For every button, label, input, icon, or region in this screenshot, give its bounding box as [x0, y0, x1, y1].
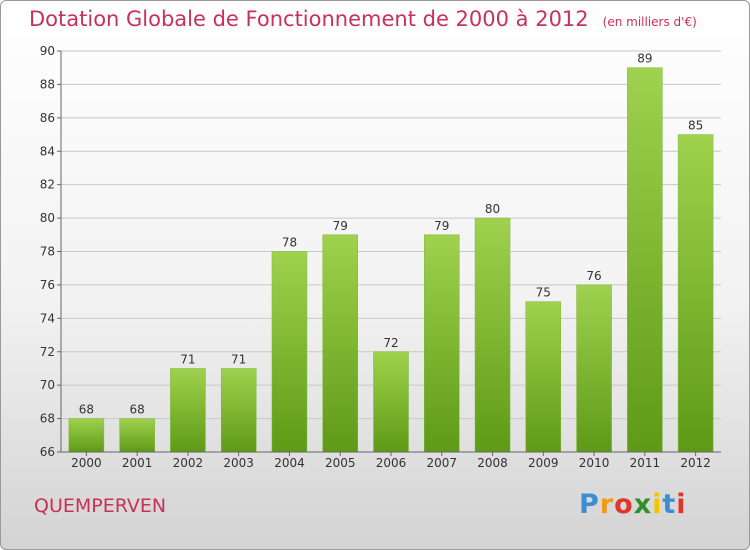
bar-2006	[373, 351, 409, 453]
x-tick-label: 2000	[71, 456, 102, 470]
x-tick-label: 2010	[579, 456, 610, 470]
bar-2011	[627, 67, 663, 453]
logo-letter: o	[614, 489, 634, 520]
logo-letter: i	[676, 489, 687, 520]
logo-letter: r	[599, 489, 615, 520]
y-tick-label: 80	[40, 211, 55, 225]
x-tick-label: 2007	[426, 456, 457, 470]
y-tick-label: 84	[40, 144, 55, 158]
y-tick-label: 86	[40, 111, 55, 125]
chart-title: Dotation Globale de Fonctionnement de 20…	[29, 7, 697, 31]
x-tick-label: 2011	[630, 456, 661, 470]
value-label: 80	[485, 202, 500, 216]
y-tick-label: 74	[40, 311, 55, 325]
value-label: 76	[586, 269, 601, 283]
proxiti-logo[interactable]: Proxiti	[579, 489, 687, 520]
bar-2012	[677, 134, 714, 453]
x-tick-label: 2012	[680, 456, 711, 470]
value-label: 89	[637, 52, 652, 66]
commune-name: QUEMPERVEN	[34, 495, 167, 517]
bar-2000	[68, 418, 105, 453]
title-text: Dotation Globale de Fonctionnement de 20…	[29, 7, 589, 31]
value-label: 79	[333, 219, 348, 233]
bar-2010	[576, 284, 612, 453]
bar-chart: 68 68 71 71 78 79 72 79 80 75 76 89 85 66 68 70 72 74 76 7…	[40, 44, 721, 470]
bar-2009	[525, 301, 562, 453]
value-label: 68	[79, 403, 94, 417]
bar-2007	[424, 234, 460, 453]
logo-letter: P	[579, 489, 600, 520]
value-label: 71	[231, 352, 246, 366]
logo-letter: x	[633, 489, 653, 520]
bar-2005	[322, 234, 358, 453]
value-label: 71	[180, 352, 195, 366]
x-tick-label: 2005	[325, 456, 356, 470]
y-tick-label: 88	[40, 77, 55, 91]
value-label: 79	[434, 219, 449, 233]
y-tick-label: 82	[40, 178, 55, 192]
value-label: 75	[536, 286, 551, 300]
y-tick-label: 76	[40, 278, 55, 292]
x-tick-label: 2003	[223, 456, 254, 470]
bar-2003	[220, 368, 257, 453]
logo-letter: t	[662, 489, 677, 520]
bar-2001	[119, 418, 155, 453]
y-tick-label: 70	[40, 378, 55, 392]
y-tick-label: 90	[40, 44, 55, 58]
y-tick-label: 68	[40, 412, 55, 426]
x-tick-label: 2006	[376, 456, 407, 470]
bar-2008	[474, 217, 511, 453]
unit-label: (en milliers d'€)	[602, 15, 697, 29]
bar-2002	[170, 368, 206, 453]
x-tick-label: 2002	[173, 456, 204, 470]
y-tick-label: 66	[40, 445, 55, 459]
x-tick-label: 2001	[122, 456, 153, 470]
value-label: 85	[688, 119, 703, 133]
x-tick-label: 2004	[274, 456, 305, 470]
value-label: 72	[383, 336, 398, 350]
value-label: 78	[282, 236, 297, 250]
logo-letter: i	[652, 489, 663, 520]
x-tick-label: 2008	[477, 456, 508, 470]
x-tick-label: 2009	[528, 456, 559, 470]
bar-2004	[271, 251, 308, 453]
y-tick-label: 72	[40, 345, 55, 359]
value-label: 68	[130, 403, 145, 417]
y-tick-label: 78	[40, 245, 55, 259]
